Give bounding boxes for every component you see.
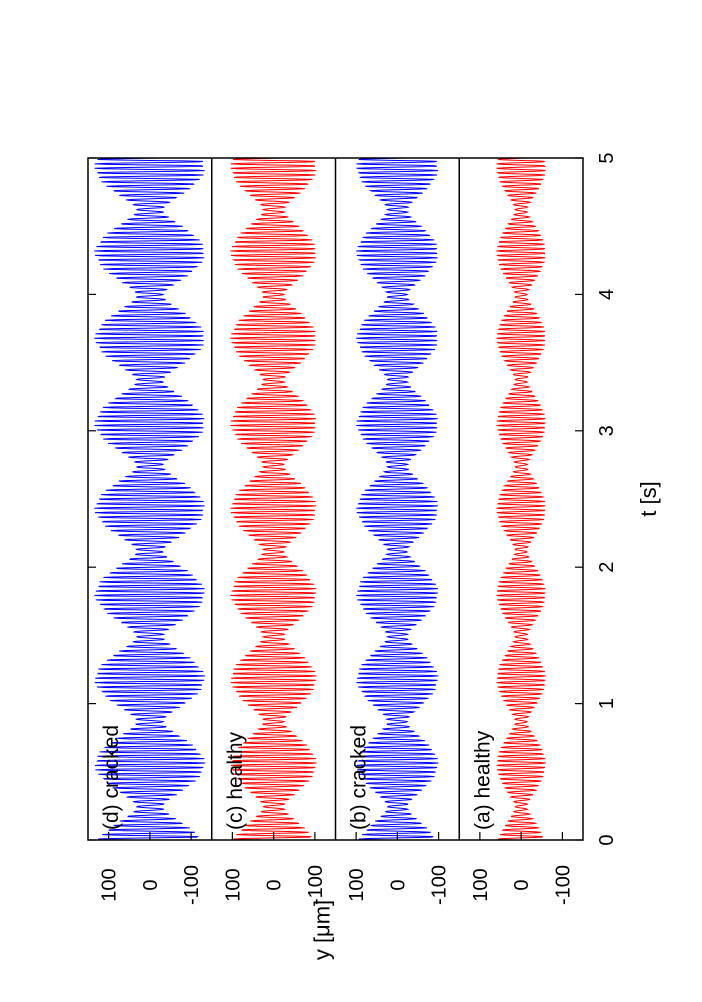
y-axis-label: y [μm]: [310, 900, 335, 960]
panel-label-a: (a) healthy: [471, 730, 494, 830]
y-tick-label: -100: [181, 865, 203, 905]
y-tick-label: 0: [264, 879, 286, 890]
plot-frame: [87, 157, 584, 841]
y-tick-label: 100: [346, 868, 368, 901]
x-tick-label: 1: [596, 698, 618, 709]
series-line-c: [230, 157, 317, 841]
x-axis-ticks: 0 1 2 3 4 5: [88, 152, 618, 846]
y-tick-label: 0: [511, 879, 533, 890]
series-line-d: [94, 157, 206, 841]
y-tick-label: 100: [222, 868, 244, 901]
y-tick-label: -100: [552, 865, 574, 905]
panel-label-c: (c) healthy: [224, 731, 247, 830]
x-tick-label: 5: [596, 152, 618, 163]
panel-label-d: (d) cracked: [100, 725, 123, 830]
y-tick-label: -100: [305, 865, 327, 905]
y-tick-label: 0: [140, 879, 162, 890]
panel-label-b: (b) cracked: [348, 725, 371, 830]
x-tick-label: 2: [596, 562, 618, 573]
x-tick-label: 4: [596, 289, 618, 300]
panel-labels: (a) healthy (b) cracked (c) healthy (d) cra…: [100, 725, 494, 830]
plot-area: [94, 157, 547, 841]
y-tick-label: 100: [470, 868, 492, 901]
y-tick-label: -100: [429, 865, 451, 905]
y-axis-ticks: 100 0 -100 100 0 -100 100 0 -100 100 0 -100: [99, 832, 574, 905]
x-tick-label: 3: [596, 425, 618, 436]
y-tick-label: 0: [387, 879, 409, 890]
series-line-a: [495, 157, 547, 841]
series-line-b: [356, 157, 439, 841]
x-tick-label: 0: [596, 834, 618, 845]
panel-dividers: [211, 158, 460, 840]
y-tick-label: 100: [99, 868, 121, 901]
x-axis-label: t [s]: [636, 481, 661, 516]
